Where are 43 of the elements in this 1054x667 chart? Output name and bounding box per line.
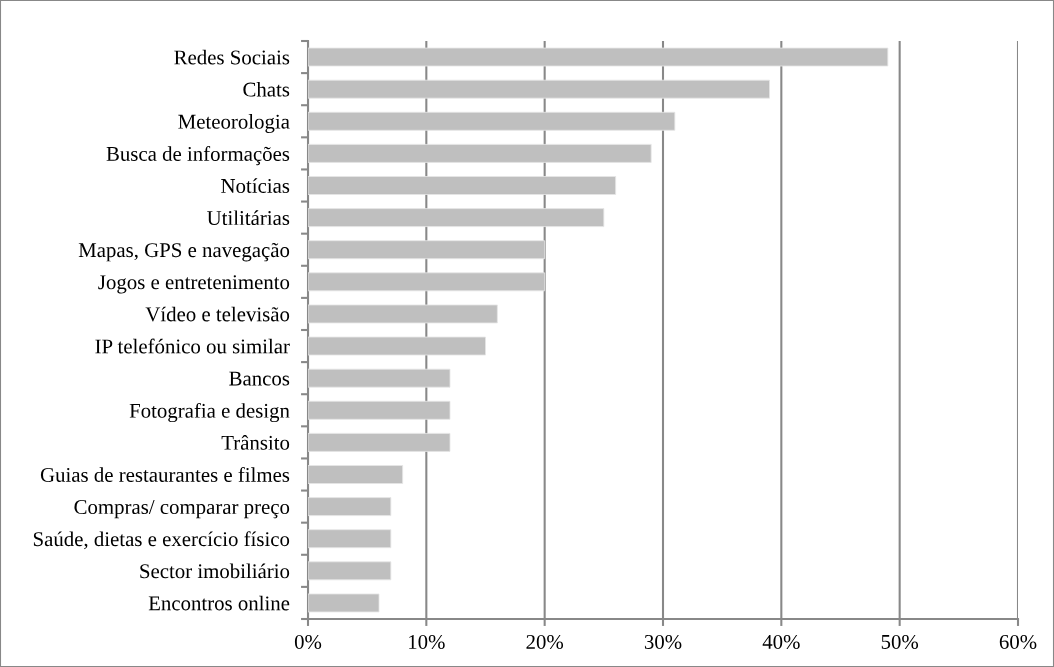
y-tick-label: IP telefónico ou similar: [95, 338, 290, 354]
bar: [308, 208, 605, 228]
y-tick-label: Chats: [243, 81, 290, 97]
y-tick-label: Notícias: [221, 178, 290, 193]
bar: [308, 400, 451, 420]
bar: [308, 272, 546, 292]
y-tick-label: Saúde, dietas e exercício físico: [33, 531, 290, 550]
bar: [308, 79, 770, 99]
y-tick-label: Compras/ comparar preço: [74, 500, 290, 519]
y-tick-label: Utilitárias: [207, 210, 290, 226]
x-tick-label: 20%: [526, 634, 564, 650]
bar: [308, 593, 380, 613]
y-tick-label: Guias de restaurantes e filmes: [40, 467, 290, 482]
x-tick-label: 60%: [999, 634, 1037, 650]
y-tick-label: Sector imobiliário: [140, 563, 290, 579]
y-tick-label: Redes Sociais: [174, 49, 290, 65]
x-tick-label: 40%: [762, 634, 800, 650]
y-tick-label: Meteorologia: [178, 114, 290, 133]
x-tick-label: 30%: [644, 634, 682, 650]
y-tick-label: Bancos: [229, 371, 290, 386]
bar: [308, 176, 617, 195]
x-tick-label: 50%: [881, 634, 919, 650]
y-tick-label: Vídeo e televisão: [145, 306, 290, 322]
bar: [308, 304, 498, 324]
bar: [308, 47, 889, 67]
bar: [308, 561, 392, 581]
bar: [308, 368, 451, 388]
y-tick-label: Fotografia e design: [129, 402, 290, 423]
y-tick-label: Busca de informações: [106, 146, 290, 166]
y-tick-label: Encontros online: [148, 595, 290, 611]
x-tick-label: 0%: [294, 634, 322, 650]
bar: [308, 497, 392, 517]
bar: [308, 465, 404, 484]
bar: [308, 143, 652, 163]
bar: [308, 336, 486, 356]
y-tick-label: Mapas, GPS e navegação: [78, 242, 290, 262]
x-tick-label: 10%: [409, 634, 445, 650]
bar: [308, 432, 451, 452]
y-tick-label: Jogos e entretenimento: [98, 275, 290, 294]
bar: [308, 240, 546, 260]
bar: [308, 529, 392, 549]
y-tick-label: Trânsito: [221, 435, 290, 450]
bar: [308, 111, 676, 131]
